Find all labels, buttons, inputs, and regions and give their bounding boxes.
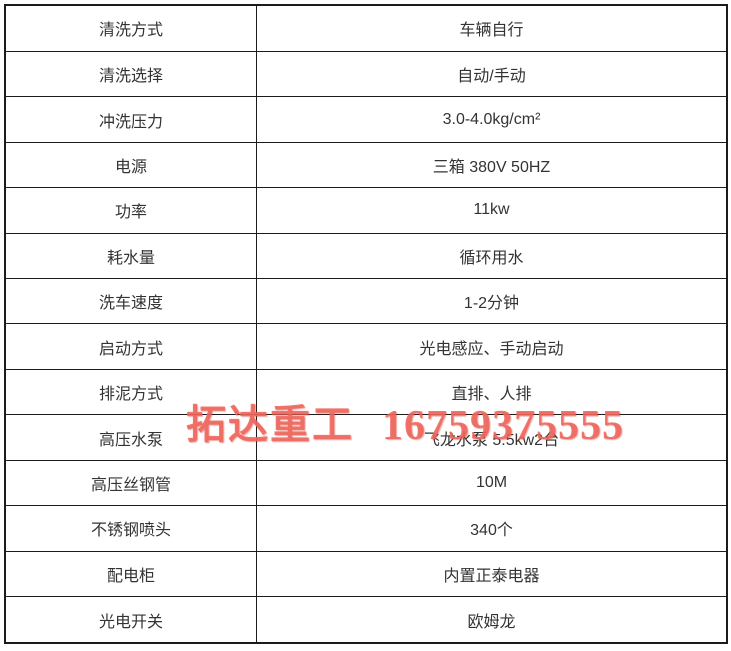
table-row: 耗水量 循环用水 (4, 232, 728, 280)
table-row: 电源 三箱 380V 50HZ (4, 141, 728, 189)
spec-label: 清洗选择 (4, 50, 257, 98)
spec-label: 洗车速度 (4, 278, 257, 325)
table-row: 配电柜 内置正泰电器 (4, 550, 728, 598)
spec-label: 耗水量 (4, 232, 257, 280)
spec-label: 电源 (4, 141, 257, 189)
table-row: 洗车速度 1-2分钟 (4, 278, 728, 325)
spec-label: 功率 (4, 187, 257, 234)
spec-value: 10M (256, 459, 728, 507)
spec-value: 车辆自行 (256, 4, 728, 52)
spec-label: 启动方式 (4, 323, 257, 370)
spec-value: 飞龙水泵 5.5kw2台 (256, 414, 728, 461)
table-row: 高压水泵 飞龙水泵 5.5kw2台 (4, 414, 728, 461)
table-row: 不锈钢喷头 340个 (4, 505, 728, 552)
table-row: 光电开关 欧姆龙 (4, 596, 728, 644)
spec-value: 自动/手动 (256, 50, 728, 98)
spec-label: 配电柜 (4, 550, 257, 598)
spec-table-body: 清洗方式 车辆自行 清洗选择 自动/手动 冲洗压力 3.0-4.0kg/cm² … (4, 4, 728, 644)
spec-label: 光电开关 (4, 596, 257, 644)
spec-label: 不锈钢喷头 (4, 505, 257, 552)
spec-table: 清洗方式 车辆自行 清洗选择 自动/手动 冲洗压力 3.0-4.0kg/cm² … (4, 4, 728, 644)
table-row: 功率 11kw (4, 187, 728, 234)
spec-value: 光电感应、手动启动 (256, 323, 728, 370)
table-row: 高压丝钢管 10M (4, 459, 728, 507)
spec-value: 直排、人排 (256, 368, 728, 416)
table-row: 排泥方式 直排、人排 (4, 368, 728, 416)
spec-value: 1-2分钟 (256, 278, 728, 325)
table-row: 启动方式 光电感应、手动启动 (4, 323, 728, 370)
spec-value: 340个 (256, 505, 728, 552)
spec-value: 11kw (256, 187, 728, 234)
spec-value: 3.0-4.0kg/cm² (256, 96, 728, 143)
table-row: 清洗选择 自动/手动 (4, 50, 728, 98)
spec-value: 欧姆龙 (256, 596, 728, 644)
spec-value: 内置正泰电器 (256, 550, 728, 598)
table-row: 冲洗压力 3.0-4.0kg/cm² (4, 96, 728, 143)
spec-label: 高压丝钢管 (4, 459, 257, 507)
spec-label: 清洗方式 (4, 4, 257, 52)
spec-value: 三箱 380V 50HZ (256, 141, 728, 189)
spec-label: 排泥方式 (4, 368, 257, 416)
spec-value: 循环用水 (256, 232, 728, 280)
table-row: 清洗方式 车辆自行 (4, 4, 728, 52)
spec-label: 高压水泵 (4, 414, 257, 461)
spec-label: 冲洗压力 (4, 96, 257, 143)
